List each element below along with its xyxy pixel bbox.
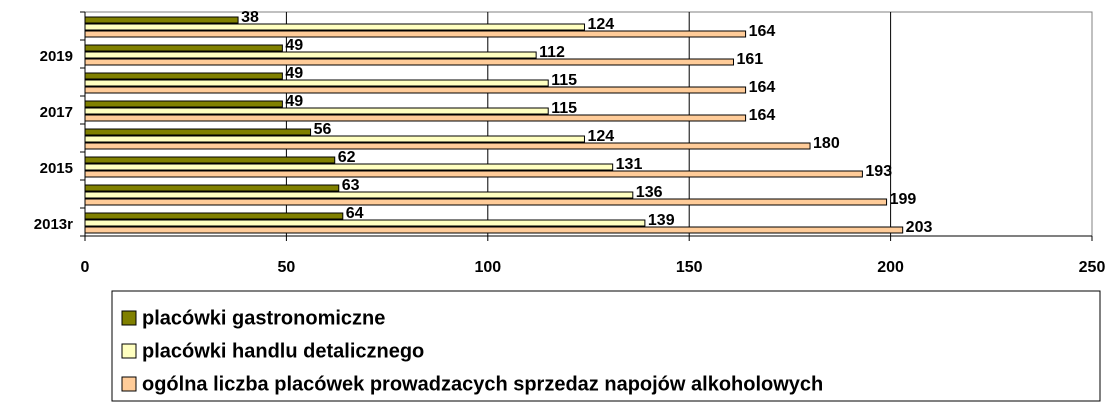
data-label: 193 <box>865 163 892 180</box>
legend-swatch <box>121 343 137 359</box>
data-label: 62 <box>338 149 356 166</box>
bar <box>84 72 283 80</box>
bar <box>84 163 614 171</box>
data-label: 112 <box>539 44 565 61</box>
data-label: 63 <box>342 177 360 194</box>
bar <box>84 212 344 220</box>
legend-label: ogólna liczba placówek prowadzacych sprz… <box>142 373 823 395</box>
data-label: 115 <box>551 100 577 117</box>
legend-label: placówki gastronomiczne <box>142 307 385 329</box>
bar <box>84 184 340 192</box>
bar <box>84 128 312 136</box>
data-label: 124 <box>587 16 614 33</box>
bar <box>84 86 747 94</box>
bar <box>84 135 585 143</box>
legend-label: placówki handlu detalicznego <box>142 340 424 362</box>
bar <box>84 44 283 52</box>
y-tick-label: 2017 <box>40 104 73 121</box>
bar <box>84 30 747 38</box>
data-label: 164 <box>749 79 776 96</box>
bar <box>84 79 549 87</box>
data-label: 164 <box>749 23 776 40</box>
data-label: 64 <box>346 205 364 222</box>
bar <box>84 198 888 206</box>
bar <box>84 16 239 24</box>
bar <box>84 219 646 227</box>
data-label: 180 <box>813 135 840 152</box>
data-label: 49 <box>285 65 303 82</box>
bar <box>84 142 811 150</box>
data-label: 136 <box>636 184 663 201</box>
legend-swatch <box>121 376 137 392</box>
data-label: 38 <box>241 9 259 26</box>
data-label: 115 <box>551 72 577 89</box>
data-label: 199 <box>890 191 917 208</box>
bar <box>84 156 336 164</box>
data-label: 131 <box>616 156 643 173</box>
bar <box>84 191 634 199</box>
data-label: 56 <box>314 121 332 138</box>
data-label: 139 <box>648 212 675 229</box>
data-label: 161 <box>737 51 764 68</box>
bar <box>84 107 549 115</box>
data-label: 49 <box>285 37 303 54</box>
data-label: 203 <box>906 219 933 236</box>
bar <box>84 23 585 31</box>
bar <box>84 51 537 59</box>
legend-swatch <box>121 310 137 326</box>
x-tick-label: 50 <box>278 259 296 276</box>
x-tick-label: 0 <box>81 259 90 276</box>
y-tick-label: 2015 <box>40 160 73 177</box>
x-tick-label: 100 <box>474 259 501 276</box>
data-label: 164 <box>749 107 776 124</box>
x-tick-label: 150 <box>676 259 703 276</box>
y-tick-label: 2013r <box>34 216 73 233</box>
x-tick-label: 250 <box>1079 259 1106 276</box>
bar <box>84 58 735 66</box>
x-tick-label: 200 <box>877 259 904 276</box>
y-tick-label: 2019 <box>40 48 73 65</box>
data-label: 124 <box>587 128 614 145</box>
bar <box>84 170 863 178</box>
bar <box>84 114 747 122</box>
data-label: 49 <box>285 93 303 110</box>
bar <box>84 226 904 234</box>
bar <box>84 100 283 108</box>
legend-box <box>111 290 1101 402</box>
